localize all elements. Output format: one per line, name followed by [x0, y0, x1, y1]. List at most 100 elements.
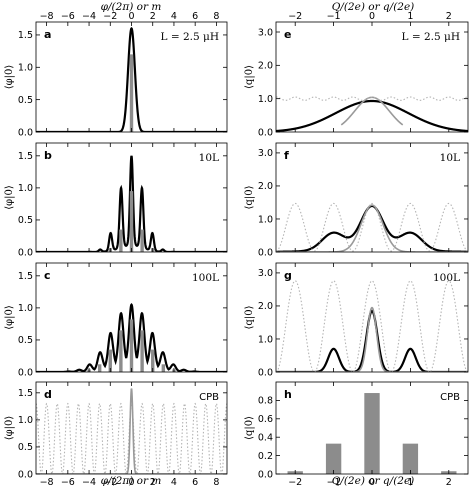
ytick-label-f-2: 2.0	[258, 181, 273, 192]
series-f-0	[276, 204, 468, 252]
xtick-label-d-6: 4	[171, 477, 177, 488]
ytick-label-a-1: 0.5	[18, 95, 33, 106]
panel-letter-g: g	[284, 269, 292, 282]
ytick-label-a-0: 0.0	[18, 127, 33, 138]
ytick-label-a-3: 1.5	[18, 30, 33, 41]
panel-c: 0.0 0.5 1.0 1.5 ⟨φ|0⟩ c 100L	[4, 262, 228, 378]
series-b-0	[36, 155, 227, 252]
series-e-0	[276, 99, 468, 132]
bar-c-1	[97, 364, 102, 372]
xtick-top-label-a-4: 0	[128, 11, 134, 22]
ytick-label-g-3: 3.0	[258, 268, 273, 279]
ytick-label-c-1: 0.5	[18, 335, 33, 346]
xtick-top-label-e-4: 2	[446, 11, 452, 22]
panel-f: 0.0 1.0 2.0 3.0 ⟨q|0⟩ f 10L	[244, 142, 469, 258]
panels: −8 −6 −4 −2 0 2 4 6 8 0.0 0.5 1.0 1.5 ⟨φ|0⟩ a L = 2.5 μ…	[4, 11, 469, 488]
bar-h-3	[402, 443, 419, 474]
annotation-c: 100L	[192, 272, 219, 284]
ytick-label-h-0: 0.0	[258, 469, 273, 480]
ytick-label-e-1: 1.0	[258, 94, 273, 105]
ylabel-e: ⟨q|0⟩	[244, 65, 255, 89]
ytick-label-b-0: 0.0	[18, 247, 33, 258]
ylabel-f: ⟨q|0⟩	[244, 185, 255, 209]
panel-letter-h: h	[284, 388, 292, 401]
ytick-label-f-1: 1.0	[258, 214, 273, 225]
series-d-0	[36, 402, 227, 474]
panel-a: −8 −6 −4 −2 0 2 4 6 8 0.0 0.5 1.0 1.5 ⟨φ|0⟩ a L = 2.5 μ…	[4, 11, 228, 138]
plot-area-g	[276, 280, 468, 372]
ytick-label-b-3: 1.5	[18, 151, 33, 162]
ytick-label-d-3: 1.5	[18, 388, 33, 399]
series-g-0	[276, 309, 468, 372]
bar-h-2	[364, 393, 380, 474]
ytick-label-g-0: 0.0	[258, 367, 273, 378]
ytick-label-e-0: 0.0	[258, 127, 273, 138]
xtick-label-d-5: 2	[150, 477, 156, 488]
annotation-e: L = 2.5 μH	[402, 31, 460, 43]
xtick-top-label-a-3: −2	[103, 11, 117, 22]
ytick-label-h-1: 0.2	[258, 451, 273, 462]
series-a-0	[36, 26, 227, 132]
left-top-axis-title: φ/(2π) or m	[101, 1, 162, 13]
ytick-label-g-1: 1.0	[258, 334, 273, 345]
right-top-axis-title: Q/(2e) or q/(2e)	[332, 1, 415, 13]
ylabel-d: ⟨φ|0⟩	[4, 416, 15, 441]
series-e-2	[276, 96, 468, 101]
bar-c-6	[151, 349, 155, 372]
xtick-top-label-e-2: 0	[369, 11, 375, 22]
panel-letter-f: f	[284, 149, 289, 162]
ytick-label-f-0: 0.0	[258, 247, 273, 258]
xtick-top-label-a-7: 6	[192, 11, 198, 22]
xtick-label-h-2: 0	[369, 477, 375, 488]
plot-area-b	[36, 155, 227, 252]
ytick-label-h-2: 0.4	[258, 433, 273, 444]
xtick-label-h-1: −1	[327, 477, 341, 488]
ytick-label-h-4: 0.8	[258, 396, 273, 407]
ytick-label-d-0: 0.0	[18, 469, 33, 480]
xtick-label-h-3: 1	[407, 477, 413, 488]
annotation-f: 10L	[440, 152, 460, 164]
plot-area-a	[36, 26, 227, 132]
xtick-label-d-2: −4	[82, 477, 96, 488]
bar-h-1	[325, 443, 342, 474]
annotation-b: 10L	[199, 152, 219, 164]
panel-b: 0.0 0.5 1.0 1.5 ⟨φ|0⟩ b 10L	[4, 142, 228, 258]
bar-a-0	[129, 54, 134, 132]
xtick-top-label-a-0: −8	[40, 11, 54, 22]
panel-e: −2 −1 0 1 2 0.0 1.0 2.0 3.0 ⟨q|0⟩ e L = 2.5 μH	[244, 11, 469, 138]
panel-letter-e: e	[284, 28, 291, 41]
bar-c-4	[129, 319, 134, 372]
ylabel-a: ⟨φ|0⟩	[4, 65, 15, 90]
xtick-label-d-1: −6	[61, 477, 75, 488]
panel-d: −8 −6 −4 −2 0 2 4 6 8 0.0 0.5 1.0 1.5 ⟨φ|0⟩ d CPB	[4, 381, 228, 488]
ytick-label-d-2: 1.0	[18, 415, 33, 426]
panel-h: −2 −1 0 1 2 0.0 0.2 0.4 0.6 0.8⟨q|0⟩ h CPB	[244, 381, 469, 488]
xtick-top-label-a-5: 2	[150, 11, 156, 22]
plot-area-e	[276, 96, 468, 132]
series-d-1	[36, 388, 227, 474]
panel-letter-a: a	[44, 28, 51, 41]
annotation-h: CPB	[440, 392, 460, 403]
xtick-label-h-4: 2	[446, 477, 452, 488]
ytick-label-f-3: 3.0	[258, 148, 273, 159]
series-f-2	[276, 202, 468, 252]
panel-g: 0.0 1.0 2.0 3.0 ⟨q|0⟩ g 100L	[244, 262, 469, 378]
xtick-label-h-0: −2	[288, 477, 302, 488]
panel-letter-c: c	[44, 269, 51, 282]
xtick-top-label-a-2: −4	[82, 11, 96, 22]
bar-b-3	[140, 229, 144, 252]
xtick-label-d-0: −8	[40, 477, 54, 488]
xtick-label-d-4: 0	[128, 477, 134, 488]
ylabel-c: ⟨φ|0⟩	[4, 305, 15, 330]
ytick-label-b-2: 1.0	[18, 183, 33, 194]
ytick-label-e-2: 2.0	[258, 61, 273, 72]
series-g-1	[276, 306, 468, 372]
ytick-label-d-1: 0.5	[18, 442, 33, 453]
xtick-top-label-a-6: 4	[171, 11, 177, 22]
xtick-top-label-a-1: −6	[61, 11, 75, 22]
left-bottom-axis-title: φ/(2π) or m	[101, 475, 162, 487]
series-f-1	[276, 204, 468, 252]
xtick-top-label-e-3: 1	[407, 11, 413, 22]
ytick-label-h-3: 0.6	[258, 414, 273, 425]
